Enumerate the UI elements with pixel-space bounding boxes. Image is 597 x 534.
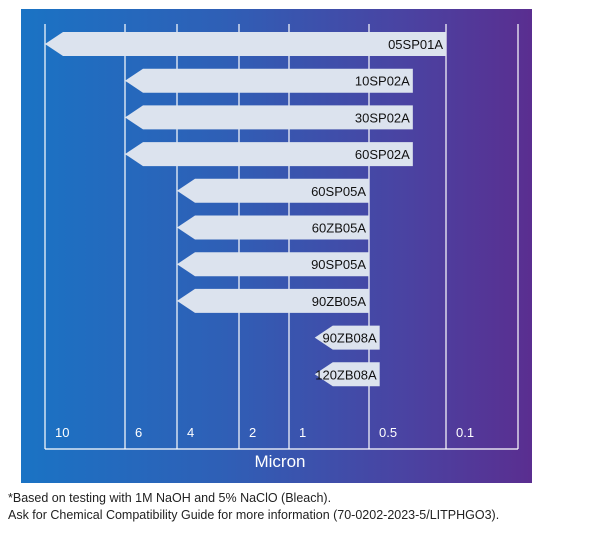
range-bar: 05SP01A	[45, 32, 446, 56]
bar-label: 90ZB08A	[322, 331, 377, 346]
bar-label: 10SP02A	[355, 74, 410, 89]
range-bar: 10SP02A	[125, 68, 413, 93]
x-tick-label: 0.5	[379, 425, 397, 440]
x-tick-label: 0.1	[456, 425, 474, 440]
x-axis-label: Micron	[254, 452, 305, 471]
chart-panel: 05SP01A 10SP02A 30SP02A 60SP02A 60SP05A 60ZB0…	[21, 9, 532, 483]
x-tick-label: 4	[187, 425, 194, 440]
range-bar: 90SP05A	[177, 252, 369, 277]
range-bar: 90ZB08A	[314, 325, 380, 350]
range-bar-shape	[177, 252, 369, 277]
bar-label: 90SP05A	[311, 257, 366, 272]
range-bar: 120ZB08A	[314, 362, 380, 387]
range-bar-shape	[125, 142, 413, 167]
chart: 05SP01A 10SP02A 30SP02A 60SP02A 60SP05A 60ZB0…	[44, 24, 519, 471]
x-tick-label: 10	[55, 425, 69, 440]
range-bar: 90ZB05A	[177, 288, 369, 313]
bar-label: 05SP01A	[388, 37, 443, 52]
x-tick-label: 2	[249, 425, 256, 440]
footnotes: *Based on testing with 1M NaOH and 5% Na…	[8, 490, 593, 524]
range-bar-shape	[314, 362, 380, 387]
range-bar: 60ZB05A	[177, 215, 369, 240]
bar-label: 90ZB05A	[312, 294, 367, 309]
range-bar: 30SP02A	[125, 105, 413, 130]
range-bar-shape	[177, 215, 369, 240]
bar-label: 120ZB08A	[315, 367, 377, 382]
range-bar-shape	[45, 32, 446, 56]
range-bar-shape	[125, 105, 413, 130]
range-bar: 60SP05A	[177, 178, 369, 203]
bar-label: 60SP05A	[311, 184, 366, 199]
range-bar: 60SP02A	[125, 142, 413, 167]
range-bar-shape	[125, 68, 413, 93]
bar-label: 30SP02A	[355, 110, 410, 125]
range-bar-shape	[177, 288, 369, 313]
range-bar-shape	[177, 178, 369, 203]
range-bar-shape	[314, 325, 380, 350]
footnote-compatibility-guide: Ask for Chemical Compatibility Guide for…	[8, 508, 500, 522]
bar-label: 60SP02A	[355, 147, 410, 162]
x-tick-label: 6	[135, 425, 142, 440]
bar-label: 60ZB05A	[312, 221, 367, 236]
footnote-testing: *Based on testing with 1M NaOH and 5% Na…	[8, 491, 332, 505]
x-tick-label: 1	[299, 425, 306, 440]
